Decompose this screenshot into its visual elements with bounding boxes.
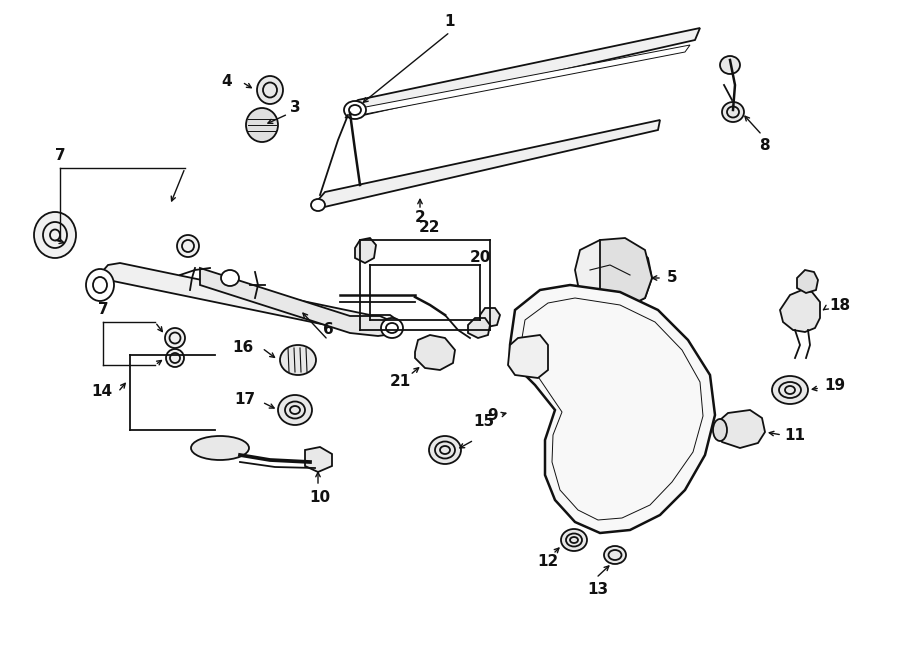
Text: 8: 8 <box>759 137 769 153</box>
Ellipse shape <box>165 328 185 348</box>
Text: 3: 3 <box>290 100 301 116</box>
Text: 6: 6 <box>322 323 333 338</box>
Ellipse shape <box>166 349 184 367</box>
Ellipse shape <box>177 235 199 257</box>
Polygon shape <box>797 270 818 293</box>
Polygon shape <box>575 240 652 308</box>
Polygon shape <box>510 285 715 533</box>
Polygon shape <box>355 238 376 263</box>
Ellipse shape <box>246 108 278 142</box>
Text: 7: 7 <box>55 147 66 163</box>
Polygon shape <box>305 447 332 472</box>
Polygon shape <box>508 335 548 378</box>
Text: 17: 17 <box>234 393 256 407</box>
Ellipse shape <box>311 199 325 211</box>
Ellipse shape <box>604 546 626 564</box>
Text: 4: 4 <box>221 75 232 89</box>
Text: 19: 19 <box>824 377 846 393</box>
Polygon shape <box>780 290 820 332</box>
Ellipse shape <box>86 269 114 301</box>
Polygon shape <box>415 335 455 370</box>
Polygon shape <box>318 120 660 208</box>
Text: 7: 7 <box>98 303 108 317</box>
Ellipse shape <box>257 76 283 104</box>
Polygon shape <box>345 45 690 118</box>
Ellipse shape <box>772 376 808 404</box>
Text: 2: 2 <box>415 210 426 225</box>
Text: 15: 15 <box>473 414 495 430</box>
Text: 18: 18 <box>830 297 850 313</box>
Text: 10: 10 <box>310 490 330 506</box>
Ellipse shape <box>429 436 461 464</box>
Ellipse shape <box>722 102 744 122</box>
Ellipse shape <box>344 101 366 119</box>
Ellipse shape <box>278 395 312 425</box>
Polygon shape <box>480 308 500 327</box>
Polygon shape <box>345 28 700 118</box>
Ellipse shape <box>191 436 249 460</box>
Ellipse shape <box>381 318 403 338</box>
Polygon shape <box>717 410 765 448</box>
Text: 11: 11 <box>785 428 806 442</box>
Ellipse shape <box>720 56 740 74</box>
Polygon shape <box>200 268 395 336</box>
Ellipse shape <box>280 345 316 375</box>
Text: 14: 14 <box>92 385 112 399</box>
Polygon shape <box>95 263 400 335</box>
Polygon shape <box>468 318 490 338</box>
Text: 22: 22 <box>419 221 441 235</box>
Text: 21: 21 <box>390 375 410 389</box>
Ellipse shape <box>713 419 727 441</box>
Text: 12: 12 <box>537 555 559 570</box>
Text: 5: 5 <box>667 270 678 286</box>
Text: 1: 1 <box>445 15 455 30</box>
Text: 16: 16 <box>232 340 254 356</box>
Text: 9: 9 <box>488 407 499 422</box>
Polygon shape <box>600 238 652 308</box>
Ellipse shape <box>221 270 239 286</box>
Ellipse shape <box>34 212 76 258</box>
Text: 13: 13 <box>588 582 608 598</box>
Ellipse shape <box>561 529 587 551</box>
Text: 20: 20 <box>469 251 491 266</box>
